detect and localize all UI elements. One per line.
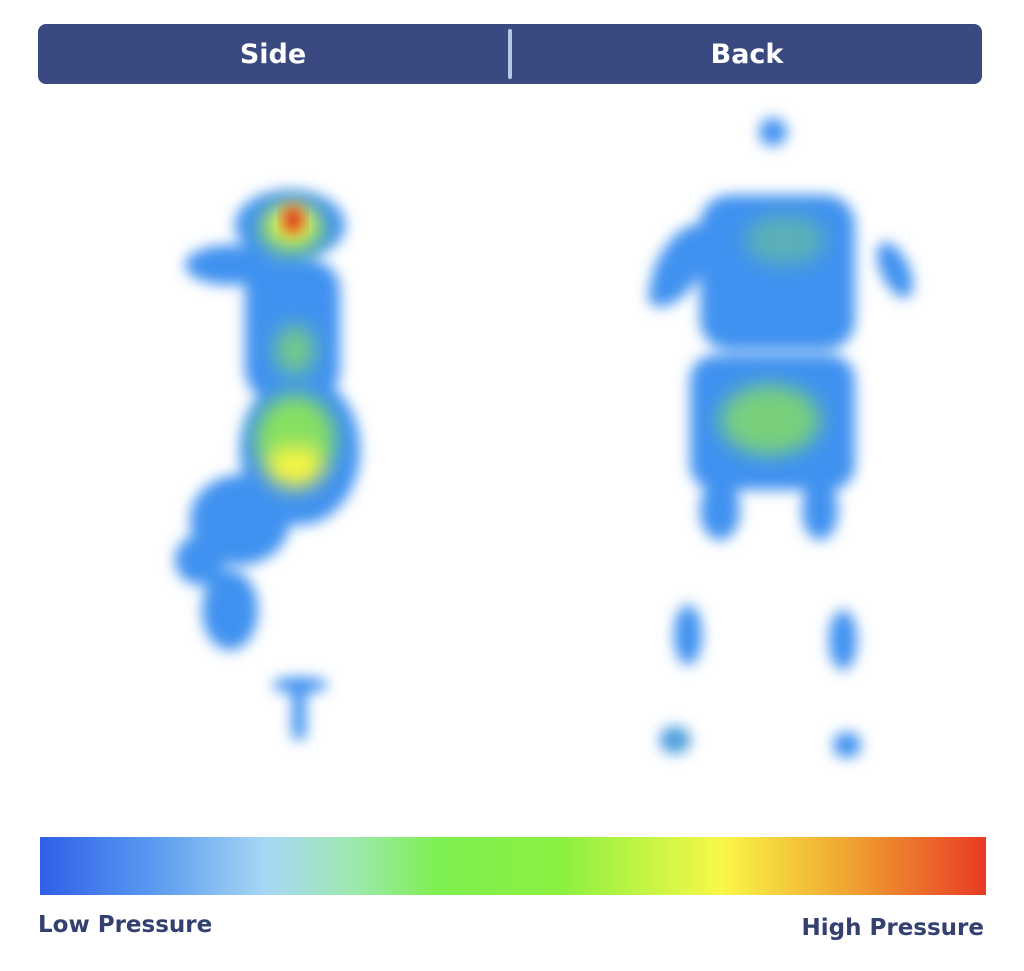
- tab-divider: [508, 29, 512, 79]
- tab-back[interactable]: Back: [710, 38, 784, 70]
- view-tabs: Side Back: [38, 24, 982, 84]
- low-pressure-label: Low Pressure: [38, 912, 213, 938]
- tab-side[interactable]: Side: [239, 38, 307, 70]
- pressure-map: [175, 118, 913, 758]
- high-pressure-label: High Pressure: [801, 915, 984, 941]
- pressure-color-scale: [40, 837, 986, 895]
